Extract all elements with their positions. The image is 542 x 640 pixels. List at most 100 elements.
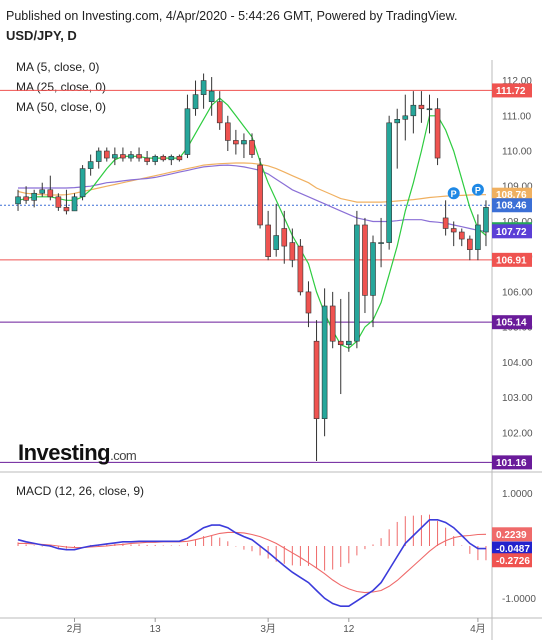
candle-body <box>402 115 409 120</box>
candle-body <box>297 245 304 293</box>
candle-body <box>442 217 449 229</box>
y-tick-label: 112.00 <box>502 76 532 87</box>
legend-ma50: MA (50, close, 0) <box>16 100 107 114</box>
candle-body <box>87 161 94 169</box>
candle-body <box>313 340 320 419</box>
macd-tag-bg <box>492 541 532 556</box>
candle-body <box>192 94 199 110</box>
candle-body <box>289 242 296 261</box>
macd-tag: 0.2239 <box>496 530 527 541</box>
marker-label: P <box>475 185 481 195</box>
level-tag: 111.72 <box>496 86 526 97</box>
candle-body <box>95 150 102 162</box>
marker-dot <box>447 187 460 200</box>
macd-y-tick-label: 1.0000 <box>502 489 533 500</box>
candle-body <box>273 235 280 250</box>
x-tick-label: 12 <box>343 624 355 635</box>
macd-y-tick-label: -1.0000 <box>502 594 536 605</box>
macd-tag: -0.0487 <box>496 544 530 555</box>
candle-body <box>224 122 231 141</box>
candle-body <box>47 189 54 198</box>
macd-tag-bg <box>492 553 532 568</box>
chart-title: USD/JPY, D <box>6 28 77 43</box>
candle-body <box>362 224 368 296</box>
candle-body <box>39 189 46 194</box>
price-tag-bg <box>492 198 532 213</box>
y-tick-label: 111.00 <box>502 111 532 122</box>
candle-body <box>103 150 110 159</box>
candle-body <box>241 140 247 145</box>
candle-body <box>410 104 417 117</box>
candle-body <box>458 231 465 240</box>
candle-body <box>176 155 183 161</box>
price-tag: 108.76 <box>496 190 527 201</box>
level-tag: 106.91 <box>496 255 527 266</box>
candle-body <box>144 157 150 162</box>
marker-dot <box>471 183 484 196</box>
candle-body <box>208 90 215 102</box>
macd-tag: -0.2726 <box>496 556 530 567</box>
y-tick-label: 104.00 <box>502 358 533 369</box>
macd-tag-bg <box>492 527 532 542</box>
x-tick-label: 2月 <box>67 623 83 635</box>
candle-body <box>265 224 271 257</box>
x-tick-label: 13 <box>150 624 162 635</box>
candle-body <box>128 154 134 159</box>
candle-body <box>200 80 207 95</box>
candle-body <box>418 104 425 110</box>
investing-logo: Investing.com <box>18 440 137 466</box>
level-tag-bg <box>492 83 532 98</box>
candle-body <box>160 155 167 161</box>
candle-body <box>63 207 70 212</box>
y-tick-label: 106.00 <box>502 287 533 298</box>
logo-suffix: .com <box>110 448 137 463</box>
candle-body <box>467 238 473 250</box>
y-tick-label: 103.00 <box>502 393 533 404</box>
candle-body <box>15 196 21 205</box>
candle-body <box>249 140 255 155</box>
candle-body <box>79 168 86 198</box>
candle-body <box>257 164 263 226</box>
candle-body <box>346 340 352 346</box>
level-tag-bg <box>492 315 532 330</box>
candle-body <box>354 224 360 342</box>
level-tag-bg <box>492 455 532 470</box>
macd-legend: MACD (12, 26, close, 9) <box>16 484 145 498</box>
price-tag-bg <box>492 224 532 239</box>
candle-body <box>483 207 489 233</box>
published-caption: Published on Investing.com, 4/Apr/2020 -… <box>6 9 458 23</box>
candle-body <box>112 154 118 159</box>
logo-main: Investing <box>18 440 111 465</box>
candle-body <box>329 305 336 342</box>
candle-body <box>71 196 78 212</box>
candle-body <box>370 242 376 296</box>
candle-body <box>152 155 158 162</box>
candle-body <box>321 305 328 419</box>
x-tick-label: 3月 <box>260 623 276 635</box>
price-tag-bg <box>492 187 532 202</box>
candle-body <box>394 119 401 124</box>
level-tag: 105.14 <box>496 318 527 329</box>
candle-body <box>31 192 37 201</box>
candle-body <box>337 340 344 346</box>
candle-body <box>426 108 433 111</box>
y-tick-label: 110.00 <box>502 147 532 158</box>
ma50-line <box>18 164 487 232</box>
candle-body <box>233 140 239 145</box>
candle-body <box>168 155 175 161</box>
price-tag: 108.46 <box>496 201 527 212</box>
candle-body <box>475 224 481 250</box>
y-tick-label: 102.00 <box>502 428 533 439</box>
macd-line <box>17 518 486 608</box>
level-tag-bg <box>492 252 532 267</box>
candle-body <box>23 196 29 201</box>
candle-body <box>281 228 288 247</box>
x-tick-label: 4月 <box>470 623 486 635</box>
candle-body <box>305 291 312 314</box>
candle-body <box>55 196 62 208</box>
candle-body <box>136 154 142 159</box>
price-tag: 107.72 <box>496 227 527 238</box>
candle-body <box>450 228 457 233</box>
marker-label: P <box>451 189 457 199</box>
